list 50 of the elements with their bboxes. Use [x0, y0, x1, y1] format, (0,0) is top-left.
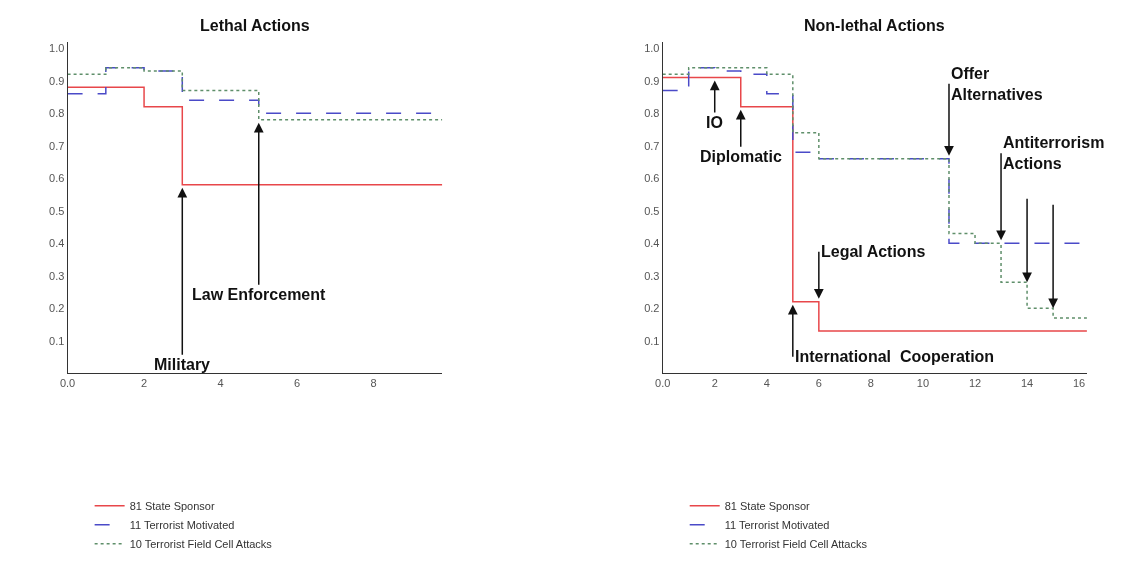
legend-label: 11 Terrorist Motivated: [129, 519, 235, 532]
legend-label: 11 Terrorist Motivated: [724, 519, 830, 532]
annotation: Antiterrorism Actions: [1003, 134, 1105, 172]
x-tick-label: 6: [293, 377, 301, 390]
annotation: Military: [154, 356, 211, 373]
y-tick-label: 0.5: [49, 204, 65, 217]
y-tick-label: 1.0: [644, 42, 660, 55]
x-tick-label: 4: [763, 377, 770, 390]
x-tick-label: 2: [711, 377, 718, 390]
x-tick-label: 0.0: [655, 377, 671, 390]
y-tick-label: 0.9: [49, 74, 65, 87]
y-tick-label: 0.7: [644, 139, 660, 152]
x-tick-label: 2: [141, 377, 148, 390]
y-tick-label: 0.8: [49, 107, 65, 120]
chart-title: Lethal Actions: [200, 17, 310, 34]
y-tick-label: 0.4: [49, 237, 65, 250]
chart-title: Non-lethal Actions: [804, 17, 945, 34]
annotation: Legal Actions: [821, 243, 926, 260]
legend-label: 81 State Sponsor: [129, 500, 215, 513]
y-tick-label: 0.9: [644, 74, 660, 87]
x-tick-label: 8: [370, 377, 377, 390]
x-tick-label: 16: [1073, 377, 1086, 390]
x-tick-label: 12: [968, 377, 982, 390]
y-tick-label: 0.6: [49, 172, 65, 185]
legend-label: 10 Terrorist Field Cell Attacks: [724, 538, 868, 551]
y-tick-label: 0.2: [49, 302, 65, 315]
y-tick-label: 0.3: [49, 269, 65, 282]
y-tick-label: 0.7: [49, 139, 65, 152]
y-tick-label: 0.4: [644, 237, 660, 250]
annotation: IO: [706, 114, 723, 131]
y-tick-label: 0.1: [49, 334, 65, 347]
y-tick-label: 1.0: [49, 42, 65, 55]
y-tick-label: 0.2: [644, 302, 660, 315]
legend-label: 10 Terrorist Field Cell Attacks: [129, 538, 273, 551]
annotation: International Cooperation: [795, 348, 995, 365]
annotation: Diplomatic: [700, 148, 782, 165]
y-tick-label: 0.3: [644, 269, 660, 282]
annotation: Offer Alternatives: [951, 65, 1043, 103]
y-tick-label: 0.8: [644, 107, 660, 120]
legend-label: 81 State Sponsor: [724, 500, 811, 513]
y-tick-label: 0.5: [644, 204, 660, 217]
y-tick-label: 0.1: [644, 334, 660, 347]
x-tick-label: 0.0: [59, 377, 76, 390]
x-tick-label: 6: [815, 377, 822, 390]
x-tick-label: 4: [217, 377, 224, 390]
x-tick-label: 10: [916, 377, 930, 390]
x-tick-label: 14: [1020, 377, 1034, 390]
x-tick-label: 8: [867, 377, 874, 390]
y-tick-label: 0.6: [644, 172, 660, 185]
annotation: Law Enforcement: [192, 286, 327, 303]
